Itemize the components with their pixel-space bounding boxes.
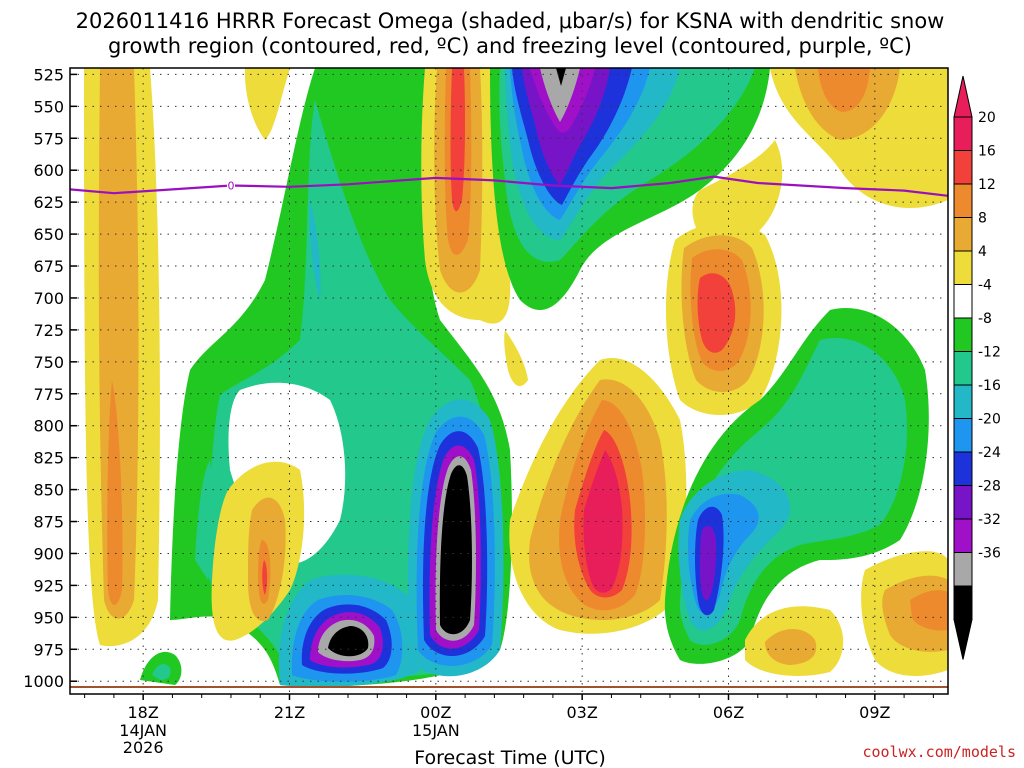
y-tick-label: 600 (33, 161, 64, 180)
colorbar-segment (953, 384, 973, 419)
omega-shading (70, 68, 948, 688)
colorbar: 20 16 12 8 4 -4 -8 -12 -16 -20 -24 -28 -32 -36 (953, 75, 1001, 660)
colorbar-upper-arrow (953, 75, 973, 118)
ground-strip (70, 686, 948, 688)
x-axis-title: Forecast Time (UTC) (414, 747, 605, 768)
colorbar-label: -8 (978, 311, 992, 327)
x-tick-label: 06Z (713, 703, 744, 722)
colorbar-segment (953, 351, 973, 386)
x-tick-label: 03Z (567, 703, 598, 722)
y-tick-label: 900 (33, 544, 64, 563)
colorbar-label: -16 (978, 378, 1001, 394)
colorbar-label: 20 (978, 110, 996, 126)
colorbar-segment (953, 284, 973, 319)
credit-text: coolwx.com/models (862, 743, 1016, 761)
colorbar-label: 16 (978, 144, 996, 160)
x-tick-label: 21Z (274, 703, 305, 722)
colorbar-label: -12 (978, 345, 1001, 361)
chart-title-line-1: 2026011416 HRRR Forecast Omega (shaded, … (76, 9, 945, 33)
y-tick-label: 800 (33, 417, 64, 436)
colorbar-segment (953, 116, 973, 151)
freezing-level-label: 0 (227, 180, 234, 193)
colorbar-segment (953, 418, 973, 453)
y-tick-label: 575 (33, 129, 64, 148)
freezing-level-label-bg (226, 178, 235, 192)
x-tick-label: 00Z (420, 703, 451, 722)
y-tick-label: 775 (33, 385, 64, 404)
colorbar-segment (953, 518, 973, 553)
y-tick-label: 925 (33, 576, 64, 595)
x-tick-date: 14JAN (119, 721, 167, 740)
y-tick-label: 625 (33, 193, 64, 212)
colorbar-label: -4 (978, 278, 992, 294)
y-tick-label: 975 (33, 640, 64, 659)
y-tick-label: 1000 (23, 672, 64, 691)
colorbar-label: -20 (978, 412, 1001, 428)
y-tick-label: 525 (33, 65, 64, 84)
colorbar-segment (953, 183, 973, 218)
colorbar-segment (953, 485, 973, 520)
colorbar-segment (953, 317, 973, 352)
x-tick-year: 2026 (123, 738, 164, 757)
colorbar-segment (953, 552, 973, 587)
colorbar-label: 8 (978, 211, 987, 227)
y-axis: 525 550 575 600 625 650 675 700 725 750 775 800 825 8… (23, 65, 77, 691)
x-tick-label: 18Z (128, 703, 159, 722)
colorbar-segment (953, 451, 973, 486)
x-tick-label: 09Z (859, 703, 890, 722)
y-tick-label: 950 (33, 608, 64, 627)
y-tick-label: 550 (33, 97, 64, 116)
colorbar-segment (953, 217, 973, 252)
colorbar-segment (953, 585, 973, 620)
y-tick-label: 700 (33, 289, 64, 308)
colorbar-lower-arrow (953, 619, 973, 660)
y-tick-label: 725 (33, 321, 64, 340)
chart-title-line-2: growth region (contoured, red, ºC) and f… (108, 34, 912, 58)
y-tick-label: 750 (33, 353, 64, 372)
colorbar-label: 12 (978, 177, 996, 193)
x-tick-date: 15JAN (412, 721, 460, 740)
y-tick-label: 875 (33, 513, 64, 532)
freezing-level-contour: 0 (69, 175, 949, 197)
y-tick-label: 675 (33, 257, 64, 276)
freezing-level-line (69, 175, 949, 197)
colorbar-label: -36 (978, 546, 1001, 562)
colorbar-label: 4 (978, 244, 987, 260)
colorbar-segment (953, 250, 973, 285)
plot-frame (69, 67, 949, 695)
colorbar-label: -32 (978, 512, 1001, 528)
y-tick-label: 850 (33, 481, 64, 500)
colorbar-segment (953, 150, 973, 185)
colorbar-label: -28 (978, 479, 1001, 495)
y-tick-label: 650 (33, 225, 64, 244)
colorbar-label: -24 (978, 445, 1001, 461)
y-tick-label: 825 (33, 449, 64, 468)
